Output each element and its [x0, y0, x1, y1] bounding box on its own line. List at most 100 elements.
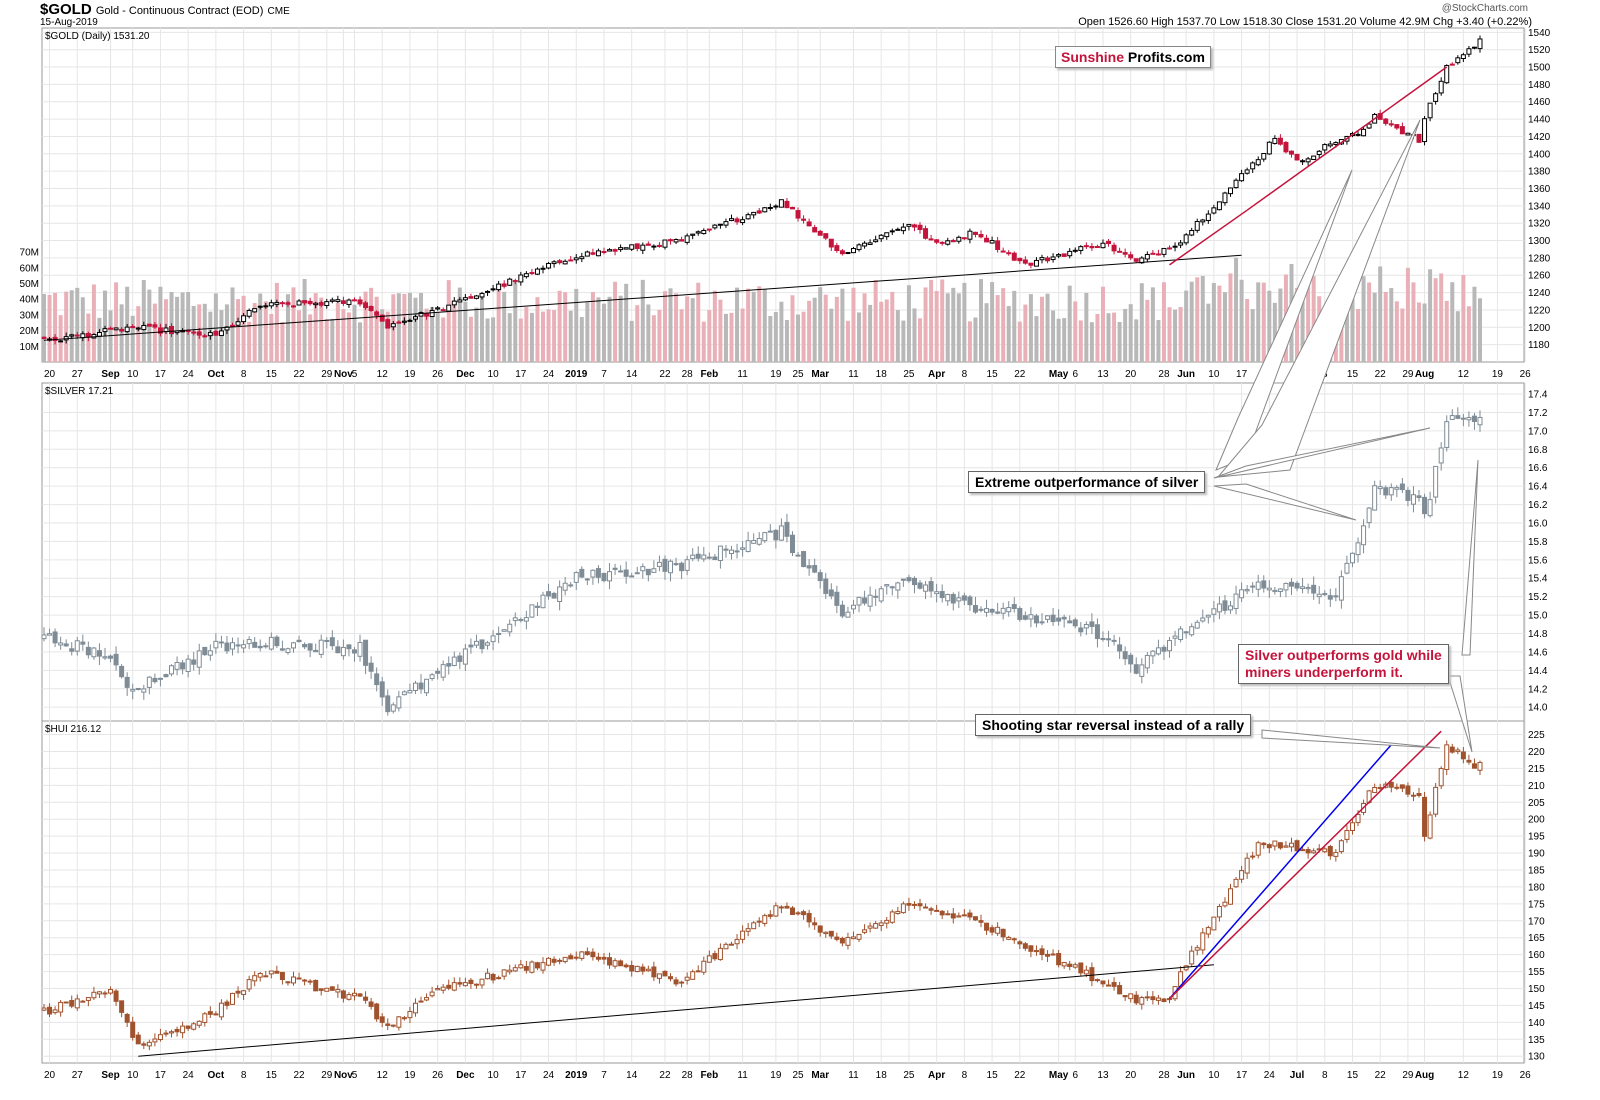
candle [473, 983, 479, 986]
candle [557, 260, 563, 264]
candle [1255, 581, 1261, 590]
candle [407, 319, 413, 322]
candle [1349, 552, 1355, 564]
volume-bar [751, 291, 756, 362]
candle [601, 956, 607, 960]
candle [302, 644, 308, 648]
candle [1045, 953, 1051, 957]
candle [257, 645, 263, 649]
candle [1061, 253, 1067, 257]
volume-bar [69, 290, 74, 362]
candle [368, 306, 374, 312]
candle [878, 588, 884, 602]
candle [435, 307, 441, 310]
x-tick-label: Oct [208, 369, 225, 380]
candle [169, 1031, 175, 1034]
candle [1200, 219, 1206, 223]
candle [41, 336, 47, 340]
candle [701, 554, 707, 560]
y-tick-label: 16.0 [1528, 518, 1548, 529]
candle [618, 960, 624, 967]
candle [424, 678, 430, 694]
candle [1311, 850, 1317, 854]
volume-bar [546, 309, 551, 362]
candle [1294, 153, 1300, 161]
candle [1394, 786, 1400, 789]
volume-tick-label: 50M [20, 279, 39, 290]
candle [695, 553, 701, 559]
volume-bar [380, 309, 385, 362]
candle [778, 525, 784, 541]
candle [518, 274, 524, 283]
candle [1100, 980, 1106, 985]
x-tick-label: Mar [811, 1070, 829, 1081]
volume-tick-label: 30M [20, 310, 39, 321]
candle [1422, 118, 1428, 143]
y-tick-label: 180 [1528, 882, 1545, 893]
candle [618, 247, 624, 251]
candle [695, 970, 701, 973]
candle [529, 272, 535, 275]
candle [141, 688, 147, 693]
x-tick-label: 6 [1072, 1070, 1078, 1081]
candle [995, 611, 1001, 614]
candle [828, 589, 834, 597]
x-tick-label: 2019 [565, 1070, 588, 1081]
candle [989, 927, 995, 933]
candle [108, 655, 114, 659]
candle [662, 970, 668, 977]
candle [590, 951, 596, 958]
candle [1244, 589, 1250, 592]
candle [512, 617, 518, 622]
candle [1444, 65, 1450, 84]
candle [1216, 201, 1222, 211]
volume-bar [651, 315, 656, 362]
candle [939, 591, 945, 599]
x-tick-label: 12 [377, 369, 389, 380]
candle [1239, 173, 1245, 182]
candle [263, 305, 269, 308]
candle [1083, 623, 1089, 629]
x-tick-label: 24 [183, 369, 195, 380]
x-tick-label: Jun [1177, 369, 1195, 380]
candle [1122, 252, 1128, 255]
candle [784, 521, 790, 537]
candle [745, 540, 751, 552]
candle [1111, 639, 1117, 642]
volume-bar [1411, 282, 1416, 362]
candle [1277, 842, 1283, 849]
candle [534, 605, 540, 608]
candle [773, 205, 779, 208]
x-tick-label: Sep [101, 1070, 119, 1081]
candle [1416, 495, 1422, 499]
candle [1266, 141, 1272, 155]
volume-bar [823, 294, 828, 362]
volume-bar [1378, 266, 1383, 362]
candle [1167, 640, 1173, 652]
candle [446, 984, 452, 989]
candle [207, 650, 213, 656]
candle [1399, 126, 1405, 135]
y-tick-label: 215 [1528, 764, 1545, 775]
candle [1045, 257, 1051, 262]
volume-bar [956, 293, 961, 362]
candle [640, 966, 646, 972]
volume-bar [1372, 292, 1377, 362]
volume-bar [723, 313, 728, 362]
volume-bar [1272, 302, 1277, 362]
candle [113, 653, 119, 666]
volume-bar [834, 296, 839, 362]
candle [1011, 604, 1017, 610]
candle [313, 649, 319, 653]
candle [795, 912, 801, 915]
candle [679, 239, 685, 242]
candle [1139, 664, 1145, 677]
x-tick-label: 28 [1158, 369, 1170, 380]
candle [1438, 80, 1444, 94]
candle [157, 327, 163, 334]
candle [1211, 608, 1217, 615]
x-tick-label: 8 [241, 1070, 247, 1081]
candle [379, 1016, 385, 1023]
candle [1272, 840, 1278, 847]
volume-bar [363, 291, 368, 362]
